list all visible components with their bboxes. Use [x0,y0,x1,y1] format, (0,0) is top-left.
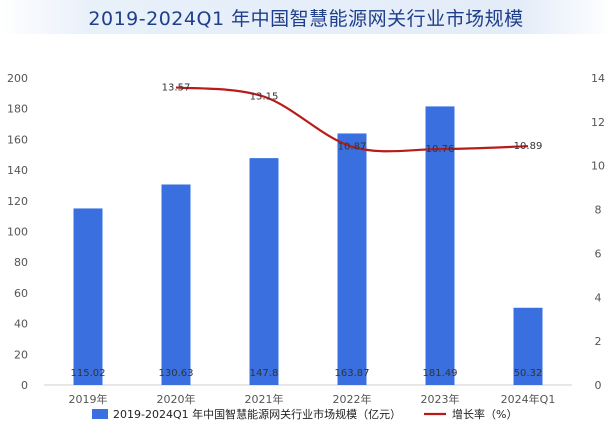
bar-5 [513,307,543,385]
y-tick-label-9: 180 [7,103,28,116]
y2-tick-label-1: 2 [595,335,602,348]
bar-2 [249,158,279,385]
y-tick-label-7: 140 [7,164,28,177]
bar-value-label-4: 181.49 [423,368,458,379]
x-tick-label-0: 2019年 [69,392,108,406]
y2-tick-label-0: 0 [595,379,602,392]
x-tick-label-1: 2020年 [157,392,196,406]
bar-0 [73,208,103,385]
y-tick-label-10: 200 [7,72,28,85]
title-band [0,0,612,34]
legend-line-label: 增长率（%） [452,407,517,421]
bar-1 [161,184,191,385]
growth-label-2: 13.15 [250,92,279,103]
y-tick-label-1: 20 [14,348,28,361]
y-tick-label-8: 160 [7,133,28,146]
bar-value-label-0: 115.02 [71,368,106,379]
bar-value-label-3: 163.87 [335,368,370,379]
y2-tick-label-7: 14 [591,72,605,85]
y2-tick-label-3: 6 [595,247,602,260]
growth-label-1: 13.57 [162,82,191,93]
legend-bar-swatch [92,409,108,419]
y-tick-label-0: 0 [21,379,28,392]
growth-rate-line [175,86,529,153]
bar-value-label-2: 147.8 [250,368,279,379]
y-tick-label-3: 60 [14,287,28,300]
growth-label-5: 10.89 [514,141,543,152]
y2-tick-label-6: 12 [591,116,605,129]
y-tick-label-6: 120 [7,195,28,208]
growth-label-4: 10.76 [426,144,455,155]
y-tick-label-2: 40 [14,318,28,331]
x-tick-label-3: 2022年 [333,392,372,406]
y2-tick-label-5: 10 [591,160,605,173]
legend-bar-label: 2019-2024Q1 年中国智慧能源网关行业市场规模（亿元） [113,407,401,421]
bar-value-label-1: 130.63 [159,368,194,379]
growth-label-3: 10.87 [338,142,367,153]
bar-3 [337,133,367,385]
x-tick-label-2: 2021年 [245,392,284,406]
y2-tick-label-4: 8 [595,204,602,217]
x-tick-label-4: 2023年 [421,392,460,406]
bar-value-label-5: 50.32 [514,368,543,379]
bar-4 [425,106,455,386]
y-tick-label-5: 100 [7,226,28,239]
y2-tick-label-2: 4 [595,291,602,304]
y-tick-label-4: 80 [14,256,28,269]
chart-title: 2019-2024Q1 年中国智慧能源网关行业市场规模 [88,8,524,30]
x-tick-label-5: 2024年Q1 [501,392,556,406]
